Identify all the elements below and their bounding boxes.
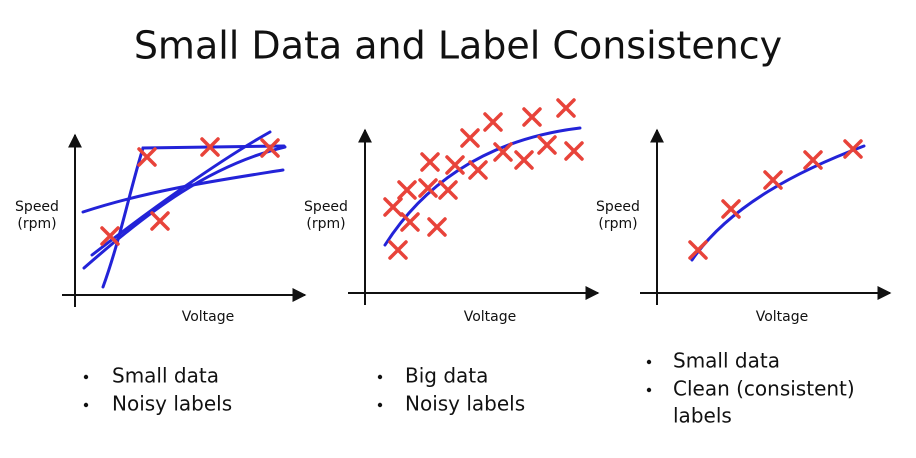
data-point [150,211,170,231]
x-axis-label: Voltage [464,309,517,325]
x-axis-label: Voltage [756,309,809,325]
data-point [400,212,420,232]
fit-line [82,145,287,270]
data-point [483,112,503,132]
data-point [383,197,403,217]
data-point [514,150,534,170]
y-axis-label: (rpm) [17,216,56,232]
bullet-text: Clean (consistent) [673,377,855,401]
data-point [420,152,440,172]
data-point [427,217,447,237]
bullet-text: Small data [673,349,780,373]
data-point [803,150,823,170]
plots [81,98,866,289]
data-point [688,240,708,260]
bullet-text: Noisy labels [112,392,232,416]
bullet [377,402,383,408]
fit-line [101,144,286,289]
y-axis-label: (rpm) [598,216,637,232]
data-point [564,141,584,161]
data-point [843,139,863,159]
data-point [397,180,417,200]
data-point [537,135,557,155]
y-axis-label: Speed [596,199,640,215]
data-point [468,160,488,180]
bullet-text: Small data [112,364,219,388]
data-point [556,98,576,118]
data-point [388,240,408,260]
bullet [646,359,652,365]
bullet [83,374,89,380]
bullet-text: Big data [405,364,488,388]
bullet-text: labels [673,404,732,428]
data-point [438,180,458,200]
data-point [763,170,783,190]
data-point [493,142,513,162]
bullet [83,402,89,408]
y-axis-label: (rpm) [306,216,345,232]
fit-line [690,144,866,262]
data-point [137,147,157,167]
data-point [200,137,220,157]
x-axis-label: Voltage [182,309,235,325]
data-point [260,138,280,158]
data-point [460,128,480,148]
data-point [100,226,120,246]
slide-title: Small Data and Label Consistency [134,24,782,68]
bullet-text: Noisy labels [405,392,525,416]
data-point [721,199,741,219]
y-axis-label: Speed [304,199,348,215]
bullet [646,387,652,393]
data-point [445,155,465,175]
y-axis-label: Speed [15,199,59,215]
bullet [377,374,383,380]
data-point [418,178,438,198]
data-point [522,107,542,127]
